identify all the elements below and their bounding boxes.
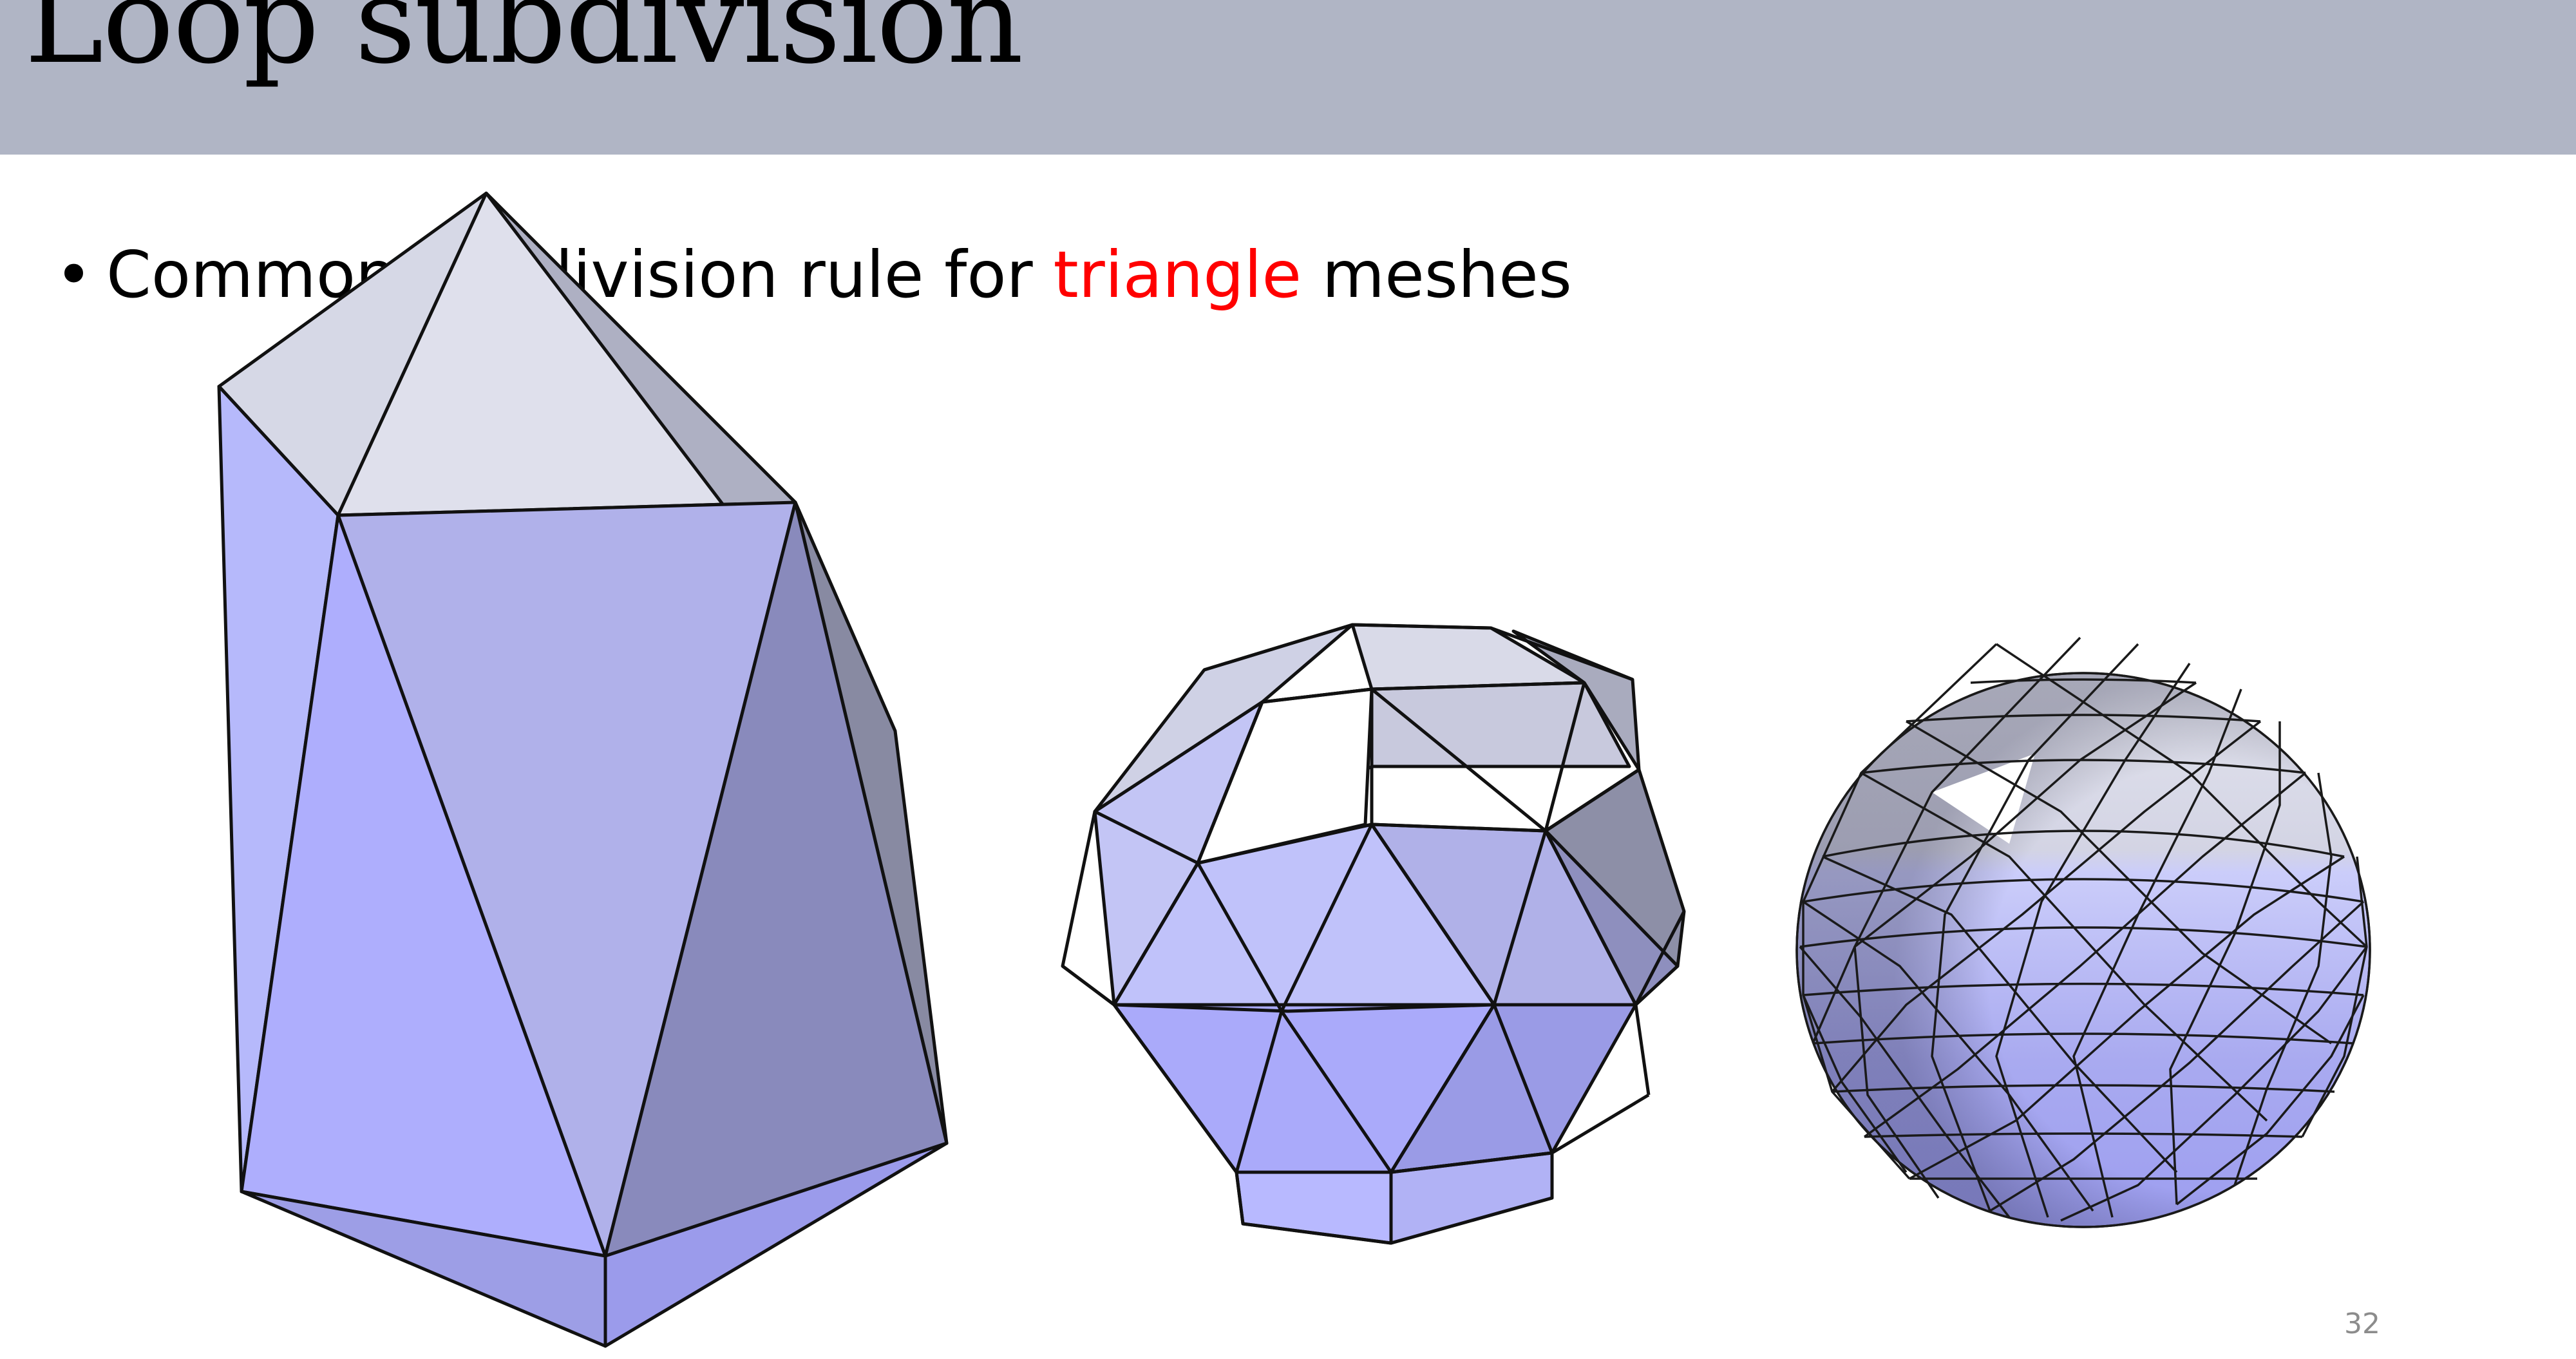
subdivided-once-figure	[1061, 623, 1686, 1245]
slide-title: Loop subdivision	[24, 0, 1023, 90]
bullet-point: • Common subdivision rule for triangle me…	[55, 233, 1572, 317]
subdivided-twice-figure	[1795, 636, 2371, 1228]
page-number: 32	[2344, 1307, 2380, 1340]
bullet-dot: •	[55, 237, 93, 312]
title-bar: Loop subdivision	[0, 0, 2576, 155]
icosahedron-figure	[217, 191, 949, 1348]
bullet-highlight: triangle	[1053, 237, 1302, 312]
bullet-text-suffix: meshes	[1302, 237, 1572, 312]
